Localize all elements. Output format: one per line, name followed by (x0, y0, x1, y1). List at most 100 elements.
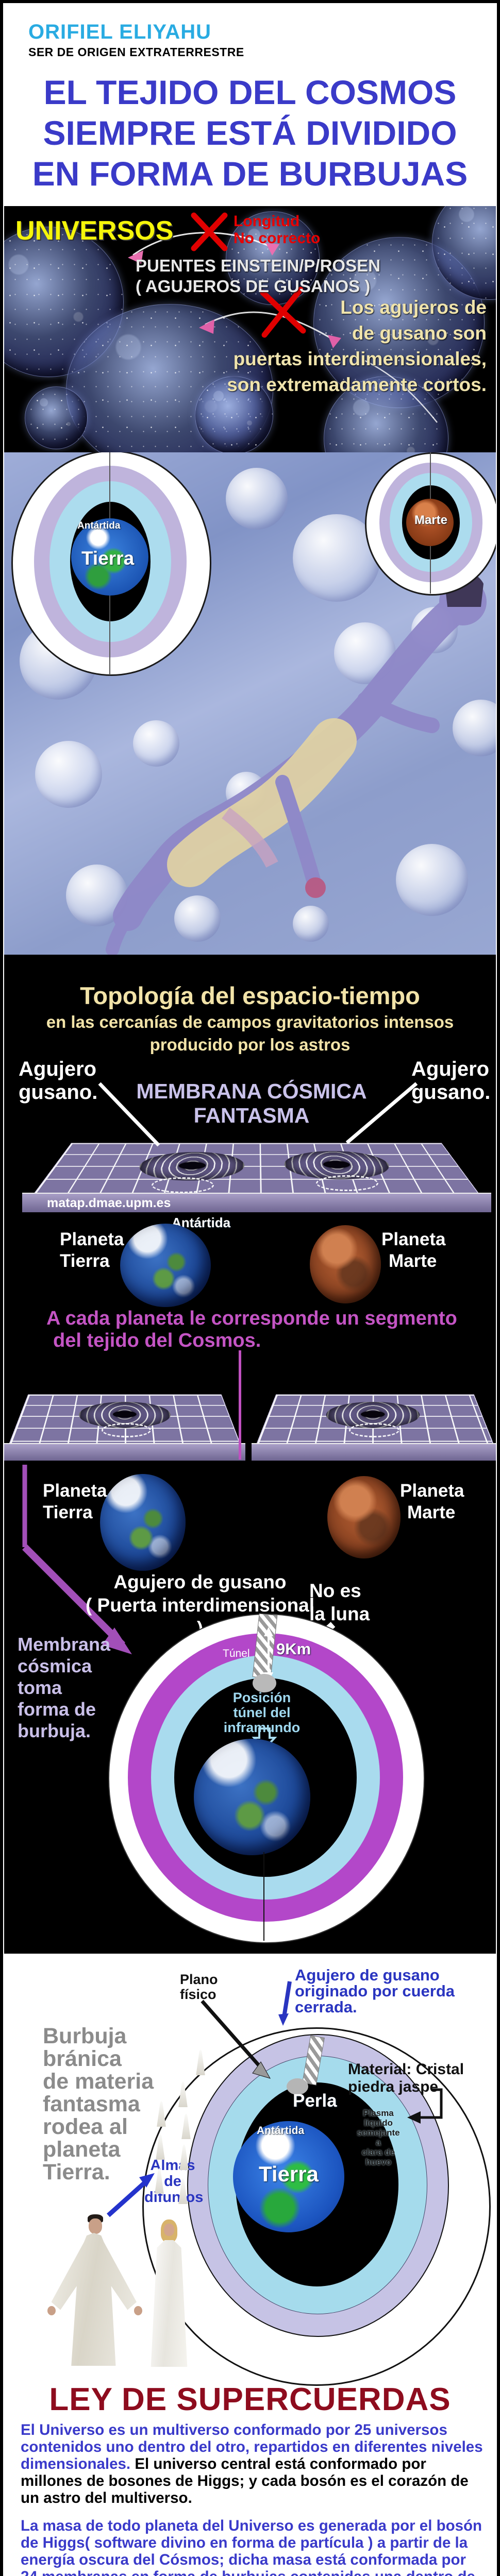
bridge-line1: PUENTES EINSTEIN/P/ROSEN (136, 256, 380, 275)
tierra-line: Tierra (60, 1251, 110, 1271)
tierra-label-2: Tierra (259, 2162, 319, 2186)
plasma-line1: Plasma (363, 2108, 394, 2118)
notmoon-line2: la luna (309, 1603, 370, 1624)
wormhole-door-title: Agujero de gusano ( Puerta interdimensio… (81, 1570, 319, 1640)
burbuja-branica-label: Burbuja bránica de materia fantasma rode… (43, 2025, 154, 2183)
mars-photo-2 (327, 1476, 401, 1558)
posicion-tunel-label: Posición túnel del inframundo (210, 1690, 313, 1735)
pos-line2: túnel del (233, 1705, 291, 1720)
ley-p1-black: El universo central está conformado por … (21, 2455, 469, 2506)
planeta-marte-label-2: Planeta Marte (400, 1480, 464, 1523)
gray-line4: fantasma (43, 2092, 140, 2116)
mem-line4: forma de (18, 1699, 96, 1720)
almas-line2: de (164, 2173, 181, 2190)
spacetime-grid-image-2 (8, 1350, 241, 1446)
almas-line3: difuntos (144, 2189, 204, 2206)
grid-front-face: matap.dmae.upm.es (22, 1193, 491, 1212)
bridge-line2: ( AGUJEROS DE GUSANOS ) (136, 277, 371, 296)
marte-label: Marte (414, 513, 448, 527)
antartida-label-2: Antártida (257, 2125, 305, 2137)
grid-watermark: matap.dmae.upm.es (47, 1196, 171, 1210)
not-moon-label: No es la luna (309, 1579, 370, 1625)
magenta-edge-line (239, 1350, 241, 1460)
author-subtitle: SER DE ORIGEN EXTRATERRESTRE (28, 45, 244, 59)
almas-line1: Almas (150, 2157, 195, 2174)
page-title-line1: EL TEJIDO DEL COSMOS (43, 73, 457, 111)
galaxy-bubble-icon (195, 376, 273, 452)
planeta-tierra-label-1: Planeta Tierra (60, 1229, 124, 1272)
tierra-line: Tierra (43, 1502, 93, 1522)
tunel-label: Túnel (223, 1648, 250, 1659)
plasma-line3: semejante (357, 2128, 400, 2138)
cuerda-line2: originado por cuerda (295, 1982, 455, 2000)
notmoon-line1: No es (309, 1580, 361, 1601)
note-line3: puertas interdimensionales, (233, 348, 487, 369)
wormhole-label-right: Agujero gusano. (411, 1058, 490, 1104)
galaxy-bubble-icon (25, 386, 88, 449)
ley-paragraph-1: El Universo es un multiverso conformado … (21, 2421, 485, 2506)
membrane-title: MEMBRANA CÓSMICA FANTASMA (136, 1079, 367, 1127)
plasma-line5: clara de (361, 2147, 395, 2157)
planeta-line: Planeta (400, 1481, 464, 1501)
earth-photo-2 (100, 1474, 186, 1571)
planeta-line: Planeta (381, 1229, 446, 1249)
red-x-icon (191, 212, 306, 338)
plasma-label: Plasma liquido semejante a clara de huev… (355, 2108, 402, 2167)
plasma-line2: liquido (364, 2118, 393, 2128)
material-label: Material: Cristal piedra jaspe (348, 2061, 464, 2096)
pearl-ellipse (253, 1674, 276, 1692)
longitud-line: Longitud (234, 213, 300, 230)
ley-p1-blue: El Universo es un multiverso conformado … (21, 2421, 483, 2472)
cuerda-line1: Agujero de gusano (295, 1966, 440, 1984)
mem-line1: Membrana (18, 1634, 111, 1655)
earth-in-big-bubble (194, 1739, 310, 1855)
einstein-rosen-label: PUENTES EINSTEIN/P/ROSEN ( AGUJEROS DE G… (136, 256, 380, 297)
spacetime-grid-image-1 (28, 1093, 485, 1201)
mars-photo-1 (310, 1225, 381, 1303)
planeta-line: Planeta (43, 1481, 107, 1501)
gray-line1: Burbuja (43, 2024, 127, 2048)
topology-sub2: producido por los astros (149, 1035, 351, 1054)
membrane-arrow-icon (22, 1465, 132, 1654)
earth-in-brane-bubble (233, 2121, 344, 2232)
note-line1: Los agujeros de (340, 297, 487, 318)
planeta-line: Planeta (60, 1229, 124, 1249)
worm-line2: gusano. (19, 1081, 98, 1104)
pearl-ellipse-2 (287, 2078, 308, 2095)
universos-label: UNIVERSOS (15, 216, 174, 246)
page-title: EL TEJIDO DEL COSMOS SIEMPRE ESTÁ DIVIDI… (0, 72, 500, 194)
gray-line5: rodea al (43, 2114, 128, 2139)
note-line4: son extremadamente cortos. (227, 374, 487, 395)
mem-line3: toma (18, 1677, 62, 1698)
material-line1: Material: Cristal (348, 2061, 464, 2078)
mem-line5: burbuja. (18, 1720, 91, 1741)
mem-line2: cósmica (18, 1655, 92, 1676)
wormhole-note: Los agujeros de de gusano son puertas in… (198, 295, 487, 398)
km-label: 9Km (276, 1640, 311, 1658)
wormhole-filaments-icon (128, 232, 438, 423)
ley-title: LEY DE SUPERCUERDAS (49, 2382, 451, 2417)
gray-line2: bránica (43, 2046, 122, 2071)
ley-paragraph-2: La masa de todo planeta del Universo es … (21, 2517, 482, 2576)
antartida-label: Antártida (77, 520, 121, 531)
plasma-line6: huevo (365, 2157, 392, 2167)
robed-man-photo (47, 2214, 142, 2366)
bubble-axis-line (263, 1852, 264, 1941)
wormhole-label-left: Agujero gusano. (19, 1058, 97, 1104)
spacetime-grid-image-3 (256, 1350, 494, 1446)
earth-in-bubble (71, 518, 148, 596)
segment-text-1: A cada planeta le corresponde un segment… (46, 1308, 457, 1329)
page-title-line3: EN FORMA DE BURBUJAS (32, 155, 468, 193)
material-line2: piedra jaspe (348, 2078, 439, 2095)
author-name: ORIFIEL ELIYAHU (28, 21, 212, 43)
topology-sub1: en las cercanías de campos gravitatorios… (46, 1012, 454, 1031)
multiverse-bubbles-image: UNIVERSOS Longitud No correcto PUENTES E… (4, 206, 496, 452)
worm-line1: Agujero (411, 1058, 490, 1080)
gray-line6: planeta (43, 2137, 121, 2162)
worm-line1: Agujero (19, 1058, 97, 1080)
gray-line3: de materia (43, 2069, 154, 2094)
plano-line2: físico (180, 1987, 216, 2002)
door-line2: ( Puerta interdimensional ) (85, 1595, 315, 1639)
